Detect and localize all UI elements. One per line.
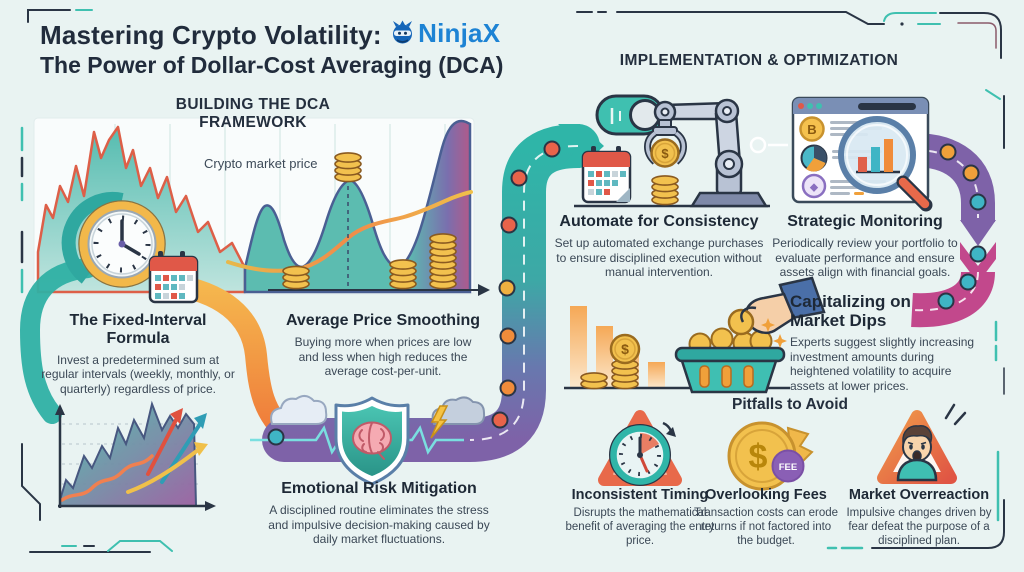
growth-chart-icon: [55, 400, 216, 511]
orange-connector: [157, 273, 299, 445]
browser-monitor-icon: B ◆: [791, 96, 933, 212]
step-title: Emotional Risk Mitigation: [281, 480, 477, 497]
step-title: Automate for Consistency: [559, 213, 759, 230]
fee-badge: [771, 449, 805, 483]
step-desc: Set up automated exchange purchases to e…: [554, 235, 764, 280]
step-market-dips: Capitalizing on Market Dips Experts sugg…: [790, 292, 974, 394]
step-title: Strategic Monitoring: [787, 213, 943, 230]
step-title: Capitalizing on Market Dips: [790, 292, 911, 331]
svg-text:$: $: [621, 341, 629, 357]
svg-text:B: B: [807, 122, 816, 137]
svg-text:$: $: [749, 438, 768, 476]
section-heading-framework: BUILDING THE DCA FRAMEWORK: [175, 96, 331, 131]
title-line1: Mastering Crypto Volatility:: [40, 19, 382, 50]
shield-brain-icon: [334, 396, 410, 486]
basket-icon: [674, 327, 786, 394]
decor-lines: [20, 9, 1005, 553]
dca-path: [250, 124, 604, 462]
hand-coin-icon: [727, 276, 826, 348]
step-desc: Invest a predetermined sum at regular in…: [41, 352, 235, 397]
fee-coin-icon: $ FEE: [727, 421, 814, 491]
step-desc: A disciplined routine eliminates the str…: [268, 502, 490, 547]
step-title: Average Price Smoothing: [285, 312, 481, 329]
warning-triangle-person-icon: [877, 403, 967, 484]
pitfall-desc: Transaction costs can erode returns if n…: [693, 507, 839, 547]
sparkle-icon: [773, 334, 787, 348]
step-automate: Automate for Consistency Set up automate…: [552, 213, 766, 280]
step-desc: Buying more when prices are low and less…: [294, 334, 472, 379]
brand-logo: NinjaX: [389, 18, 500, 49]
magnifier-icon: [838, 116, 933, 212]
worried-person-icon: [896, 424, 938, 482]
step-title: The Fixed-Interval Formula: [69, 312, 207, 347]
step-emotional-risk: Emotional Risk Mitigation A disciplined …: [263, 480, 495, 547]
pitfall-title: Inconsistent Timing: [571, 487, 709, 503]
step-monitoring: Strategic Monitoring Periodically review…: [772, 213, 958, 280]
step-average-price: Average Price Smoothing Buying more when…: [283, 312, 483, 379]
cloud-icon: [270, 395, 328, 425]
ethereum-icon: [801, 173, 827, 199]
toggle-icon: [595, 94, 665, 136]
lightning-icon: [430, 405, 449, 439]
teal-swoosh: [19, 258, 98, 424]
market-dips-illustration: $: [564, 276, 826, 394]
brand-name: NinjaX: [418, 18, 501, 48]
svg-text:◆: ◆: [810, 182, 819, 194]
arrow-icon: [558, 124, 604, 168]
pitfall-market-overreaction: Market Overreaction Impulsive changes dr…: [839, 487, 999, 548]
robot-arm-icon: [644, 98, 769, 208]
pitfall-title: Market Overreaction: [848, 487, 990, 503]
svg-text:FEE: FEE: [779, 462, 797, 473]
pitfall-inconsistent-timing: Inconsistent Timing Disrupts the mathema…: [562, 487, 718, 548]
pitfalls-heading: Pitfalls to Avoid: [732, 396, 848, 413]
main-subtitle: The Power of Dollar-Cost Averaging (DCA): [40, 52, 504, 78]
pitfall-desc: Disrupts the mathematical benefit of ave…: [565, 507, 715, 547]
sparkle-icon: [761, 318, 775, 332]
automate-illustration: $: [574, 94, 792, 208]
pie-chart-icon: [800, 144, 828, 172]
calendar-icon: [148, 251, 199, 304]
warning-triangle-clock-icon: [598, 410, 682, 486]
pitfall-title: Overlooking Fees: [705, 487, 827, 503]
ninja-icon: [393, 20, 413, 44]
step-fixed-interval: The Fixed-Interval Formula Invest a pred…: [40, 312, 236, 397]
calendar-icon: [581, 146, 632, 204]
pitfall-overlooking-fees: Overlooking Fees Transaction costs can e…: [692, 487, 840, 548]
step-desc: Experts suggest slightly increasing inve…: [790, 335, 975, 393]
chart-label: Crypto market price: [204, 156, 318, 171]
main-title: Mastering Crypto Volatility: NinjaX: [40, 18, 500, 51]
pitfall-desc: Impulsive changes driven by fear defeat …: [846, 507, 992, 547]
clock-icon: [61, 192, 166, 288]
path-dots: [267, 140, 561, 446]
coin-stack: [651, 175, 679, 206]
bitcoin-icon: [799, 116, 825, 142]
step-desc: Periodically review your portfolio to ev…: [772, 235, 958, 280]
svg-text:$: $: [661, 146, 669, 161]
section-heading-implementation: IMPLEMENTATION & OPTIMIZATION: [619, 52, 899, 69]
